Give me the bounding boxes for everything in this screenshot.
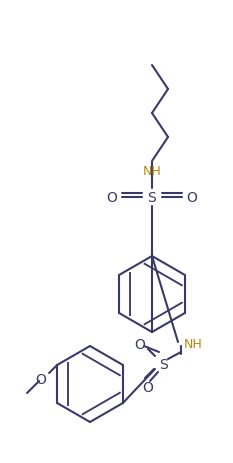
Text: O: O (106, 191, 117, 205)
Text: NH: NH (184, 338, 203, 351)
Text: O: O (187, 191, 197, 205)
Text: O: O (143, 380, 154, 394)
Text: S: S (148, 191, 156, 205)
Text: O: O (135, 337, 145, 351)
Text: S: S (159, 357, 167, 371)
Text: O: O (36, 372, 47, 386)
Text: NH: NH (143, 165, 161, 178)
